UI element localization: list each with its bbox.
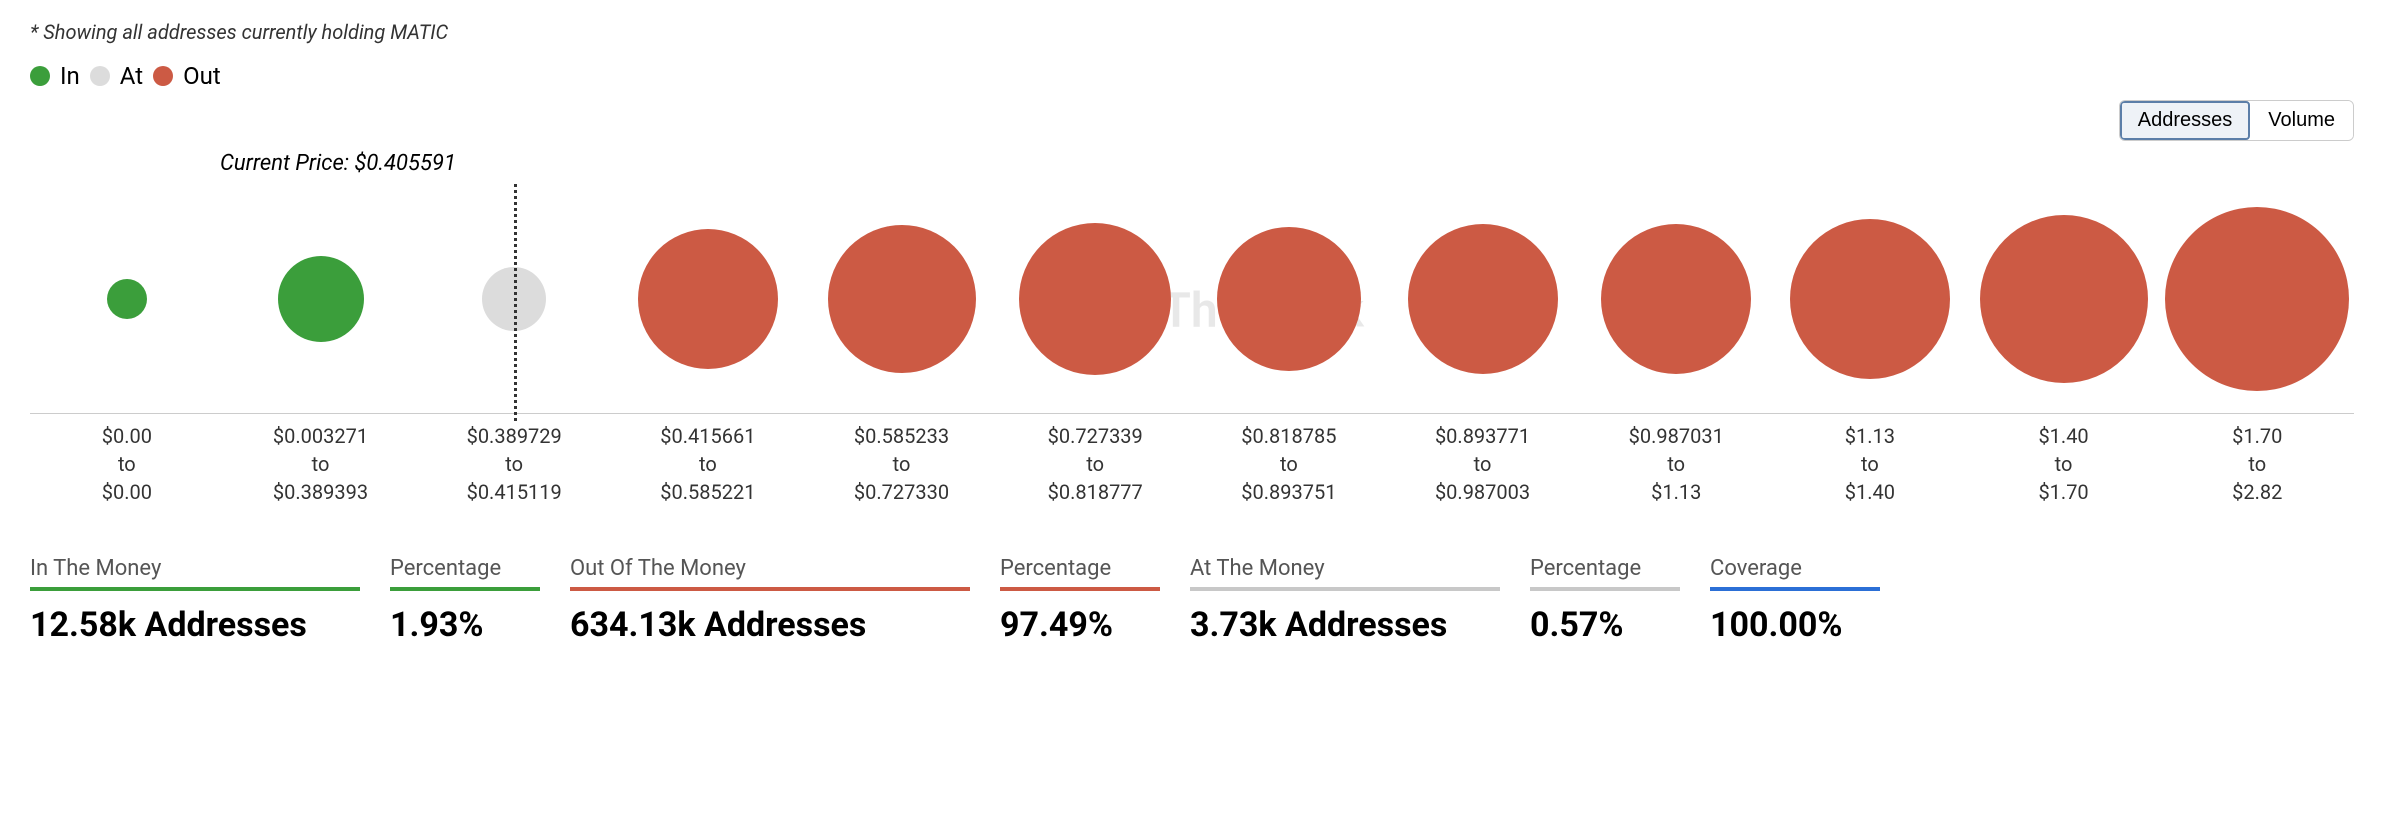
stat-block: At The Money 3.73k Addresses xyxy=(1190,556,1500,645)
x-axis-label: $0.987031to$1.13 xyxy=(1579,422,1773,506)
legend-dot xyxy=(153,66,173,86)
bubble-chart: IntoTheBlock xyxy=(30,184,2354,414)
bubble-slot xyxy=(1773,219,1967,379)
bubble[interactable] xyxy=(107,279,147,319)
x-axis-label: $1.70to$2.82 xyxy=(2160,422,2354,506)
current-price-label: Current Price: $0.405591 xyxy=(220,151,2354,176)
bubble-slot xyxy=(224,256,418,342)
bubble-slot xyxy=(2160,207,2354,391)
x-axis-label: $0.893771to$0.987003 xyxy=(1386,422,1580,506)
x-axis-label: $0.818785to$0.893751 xyxy=(1192,422,1386,506)
toggle-row: AddressesVolume xyxy=(30,100,2354,141)
legend-label: Out xyxy=(183,62,221,90)
stat-value: 12.58k Addresses xyxy=(30,605,360,645)
bubble[interactable] xyxy=(1408,224,1558,374)
stat-value: 100.00% xyxy=(1710,605,1880,645)
x-axis-label: $1.13to$1.40 xyxy=(1773,422,1967,506)
bubble-slot xyxy=(805,225,999,373)
toggle-volume[interactable]: Volume xyxy=(2250,101,2353,140)
stat-value: 3.73k Addresses xyxy=(1190,605,1500,645)
stat-label: At The Money xyxy=(1190,556,1500,591)
x-axis-label: $0.415661to$0.585221 xyxy=(611,422,805,506)
legend-label: In xyxy=(60,62,80,90)
x-axis-label: $0.585233to$0.727330 xyxy=(805,422,999,506)
bubble-slot xyxy=(611,229,805,369)
view-toggle-group: AddressesVolume xyxy=(2119,100,2354,141)
stat-label: Percentage xyxy=(1530,556,1680,591)
stat-block: Percentage 97.49% xyxy=(1000,556,1160,645)
stat-block: Out Of The Money 634.13k Addresses xyxy=(570,556,970,645)
stat-block: Percentage 1.93% xyxy=(390,556,540,645)
stat-label: In The Money xyxy=(30,556,360,591)
bubble[interactable] xyxy=(1790,219,1950,379)
bubble[interactable] xyxy=(1601,224,1751,374)
bubble-slot xyxy=(998,223,1192,375)
bubble-slot xyxy=(1967,215,2161,383)
stat-label: Percentage xyxy=(1000,556,1160,591)
stat-block: Percentage 0.57% xyxy=(1530,556,1680,645)
legend-dot xyxy=(30,66,50,86)
legend-dot xyxy=(90,66,110,86)
bubble-slot xyxy=(1386,224,1580,374)
stat-block: In The Money 12.58k Addresses xyxy=(30,556,360,645)
bubble[interactable] xyxy=(1980,215,2148,383)
legend-label: At xyxy=(120,62,143,90)
stat-label: Coverage xyxy=(1710,556,1880,591)
stat-value: 634.13k Addresses xyxy=(570,605,970,645)
bubble[interactable] xyxy=(638,229,778,369)
stat-value: 97.49% xyxy=(1000,605,1160,645)
bubble-slot xyxy=(1579,224,1773,374)
x-axis-labels: $0.00to$0.00$0.003271to$0.389393$0.38972… xyxy=(30,422,2354,506)
x-axis-label: $0.389729to$0.415119 xyxy=(417,422,611,506)
x-axis-label: $0.727339to$0.818777 xyxy=(998,422,1192,506)
legend: In At Out xyxy=(30,62,2354,90)
x-axis-label: $0.003271to$0.389393 xyxy=(224,422,418,506)
x-axis-label: $0.00to$0.00 xyxy=(30,422,224,506)
bubble[interactable] xyxy=(2165,207,2349,391)
subtitle-text: * Showing all addresses currently holdin… xyxy=(30,20,2354,44)
toggle-addresses[interactable]: Addresses xyxy=(2120,101,2251,140)
x-axis-label: $1.40to$1.70 xyxy=(1967,422,2161,506)
bubble[interactable] xyxy=(1019,223,1171,375)
current-price-line xyxy=(514,184,517,421)
bubble-slot xyxy=(30,279,224,319)
bubble-slot xyxy=(1192,227,1386,371)
bubble[interactable] xyxy=(828,225,976,373)
stat-label: Out Of The Money xyxy=(570,556,970,591)
stat-label: Percentage xyxy=(390,556,540,591)
summary-stats: In The Money 12.58k Addresses Percentage 1.… xyxy=(30,556,2354,645)
stat-value: 1.93% xyxy=(390,605,540,645)
bubble[interactable] xyxy=(1217,227,1361,371)
stat-value: 0.57% xyxy=(1530,605,1680,645)
stat-block: Coverage 100.00% xyxy=(1710,556,1880,645)
bubble[interactable] xyxy=(278,256,364,342)
